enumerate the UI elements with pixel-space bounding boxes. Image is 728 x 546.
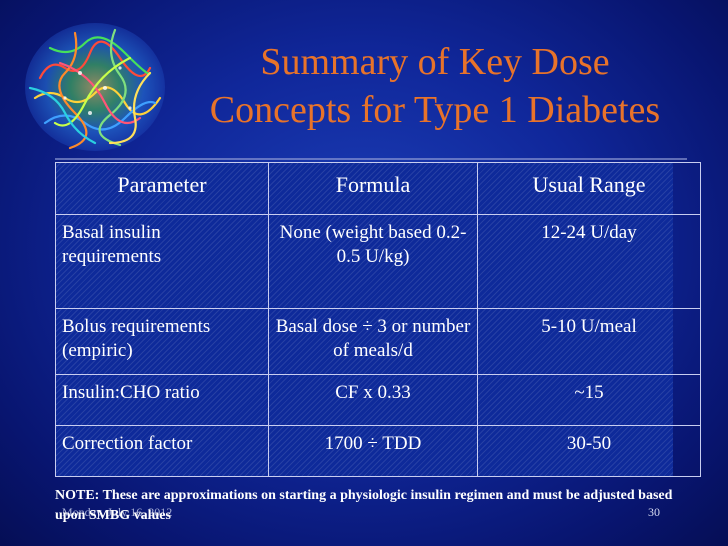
header-usual-range: Usual Range bbox=[477, 162, 701, 215]
table-header-row: Parameter Formula Usual Range bbox=[55, 162, 701, 215]
protein-structure-icon bbox=[25, 23, 165, 151]
cell-usual-range: 12-24 U/day bbox=[477, 213, 701, 309]
cell-formula: CF x 0.33 bbox=[268, 374, 478, 426]
note-text: NOTE: These are approximations on starti… bbox=[55, 488, 673, 523]
table-row: Insulin:CHO ratio CF x 0.33 ~15 bbox=[55, 374, 701, 426]
cell-formula: Basal dose ÷ 3 or number of meals/d bbox=[268, 307, 478, 376]
table-row: Correction factor 1700 ÷ TDD 30-50 bbox=[55, 425, 701, 477]
table-row: Bolus requirements (empiric) Basal dose … bbox=[55, 307, 701, 376]
cell-usual-range: ~15 bbox=[477, 374, 701, 426]
cell-parameter: Insulin:CHO ratio bbox=[55, 374, 269, 426]
cell-parameter: Correction factor bbox=[55, 425, 269, 477]
slide-title: Summary of Key Dose Concepts for Type 1 … bbox=[160, 38, 710, 134]
title-divider bbox=[55, 158, 687, 160]
cell-formula: 1700 ÷ TDD bbox=[268, 425, 478, 477]
cell-formula: None (weight based 0.2-0.5 U/kg) bbox=[268, 213, 478, 309]
title-line-2: Concepts for Type 1 Diabetes bbox=[209, 89, 661, 131]
cell-usual-range: 30-50 bbox=[477, 425, 701, 477]
header-parameter: Parameter bbox=[55, 162, 269, 215]
cell-usual-range: 5-10 U/meal bbox=[477, 307, 701, 376]
dose-table-container: Parameter Formula Usual Range Basal insu… bbox=[55, 162, 701, 477]
dose-table: Parameter Formula Usual Range Basal insu… bbox=[55, 162, 701, 477]
table-row: Basal insulin requirements None (weight … bbox=[55, 213, 701, 309]
footer-date: Monday, July 16, 2012 bbox=[62, 505, 173, 519]
cell-parameter: Bolus requirements (empiric) bbox=[55, 307, 269, 376]
header-formula: Formula bbox=[268, 162, 478, 215]
cell-parameter: Basal insulin requirements bbox=[55, 213, 269, 309]
page-number: 30 bbox=[648, 505, 660, 519]
title-line-1: Summary of Key Dose bbox=[260, 41, 610, 83]
